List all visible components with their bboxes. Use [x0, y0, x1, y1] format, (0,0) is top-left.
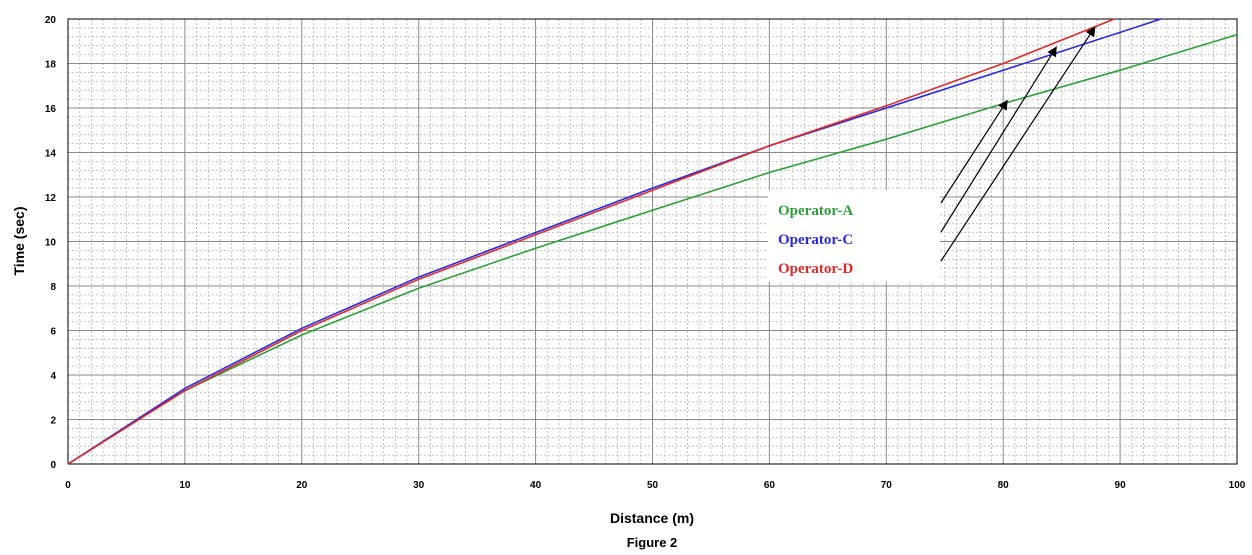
x-tick-label: 90 [1115, 480, 1127, 491]
y-tick-label: 0 [50, 460, 56, 471]
y-tick-label: 14 [45, 149, 57, 160]
y-tick-label: 4 [50, 371, 56, 382]
legend-box [768, 190, 940, 282]
x-tick-label: 70 [881, 480, 893, 491]
y-tick-label: 8 [50, 282, 56, 293]
legend-arrow [940, 99, 1008, 204]
x-tick-label: 20 [296, 480, 308, 491]
legend-arrows [940, 26, 1096, 262]
series-line-operator-c [67, 18, 1162, 465]
legend-entry-operator-c: Operator-C [778, 232, 853, 248]
x-axis-label: Distance (m) [610, 510, 694, 526]
plot-frame [67, 18, 1238, 465]
x-tick-label: 100 [1229, 480, 1246, 491]
y-axis-label: Time (sec) [11, 207, 27, 276]
y-tick-label: 20 [45, 15, 57, 26]
legend-entry-operator-d: Operator-D [778, 261, 853, 277]
series-line-operator-a [67, 33, 1238, 465]
series-line-operator-d [67, 18, 1115, 465]
x-tick-label: 60 [764, 480, 776, 491]
legend-arrow [940, 26, 1096, 262]
y-tick-label: 12 [45, 193, 57, 204]
x-tick-label: 10 [179, 480, 191, 491]
figure-caption: Figure 2 [627, 535, 678, 550]
x-tick-label: 50 [647, 480, 659, 491]
y-tick-label: 18 [45, 60, 57, 71]
y-tick-label: 10 [45, 238, 57, 249]
x-tick-label: 80 [998, 480, 1010, 491]
series-lines [67, 18, 1238, 465]
y-tick-label: 6 [50, 327, 56, 338]
x-tick-label: 30 [413, 480, 425, 491]
x-tick-label: 40 [530, 480, 542, 491]
x-tick-label: 0 [65, 480, 71, 491]
y-tick-labels: 0 2 4 6 8 10 12 14 16 18 20 [45, 15, 57, 471]
legend-arrow [940, 46, 1057, 233]
chart-grid [67, 18, 1238, 465]
legend-entry-operator-a: Operator-A [778, 203, 853, 219]
legend: Operator-A Operator-C Operator-D [768, 190, 940, 282]
y-tick-label: 2 [50, 416, 56, 427]
x-tick-labels: 0 10 20 30 40 50 60 70 80 90 100 [65, 480, 1246, 491]
y-tick-label: 16 [45, 104, 57, 115]
